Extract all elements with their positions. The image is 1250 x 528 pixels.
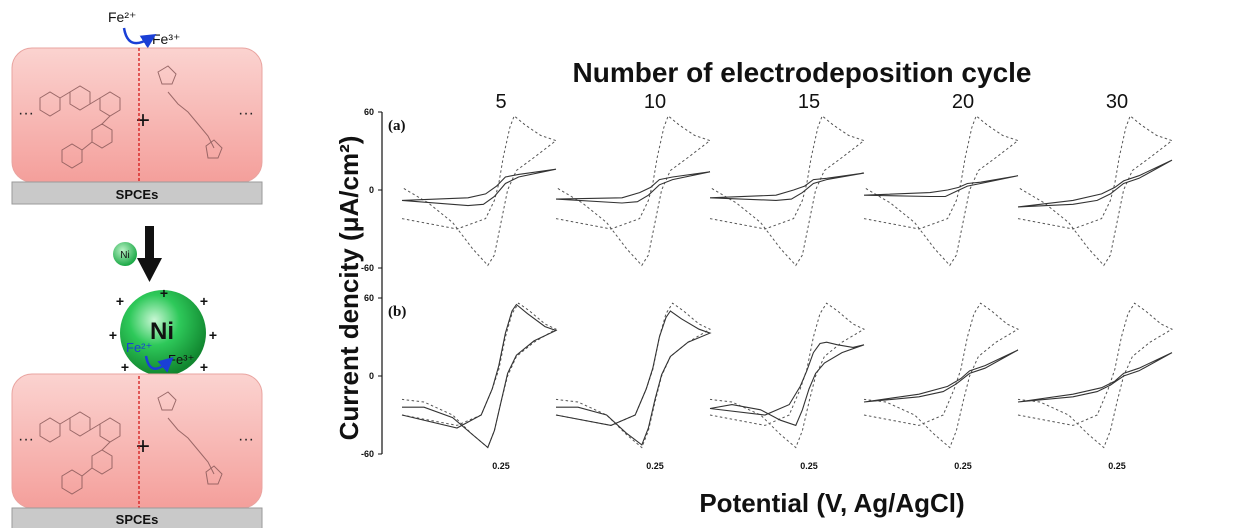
charge-plus: + xyxy=(200,359,208,375)
redox-arrow-icon xyxy=(122,27,157,49)
top-film-layer: ··· + ··· xyxy=(11,47,263,183)
cycle-label-30: 30 xyxy=(1106,91,1128,113)
molecule-structure-icon xyxy=(39,391,223,495)
x-tick-label: 0.25 xyxy=(492,461,510,471)
cv-series: (a) (b) xyxy=(388,115,1174,449)
plus-sign: + xyxy=(136,433,150,460)
reference-cv-dashed xyxy=(555,302,712,449)
sample-cv-solid xyxy=(555,171,711,204)
reference-cv-dashed xyxy=(401,302,558,449)
plus-sign: + xyxy=(136,107,150,134)
electrode-label: SPCEs xyxy=(116,512,159,527)
reference-cv-dashed xyxy=(1017,302,1174,449)
x-tick-label: 0.25 xyxy=(800,461,818,471)
cv-plot-cycle-20 xyxy=(863,115,1020,267)
cv-plot-cycle-5 xyxy=(401,302,558,449)
y-axis-label: Current dencity (μA/cm²) xyxy=(334,136,364,441)
charge-plus: + xyxy=(209,327,217,343)
reference-cv-dashed xyxy=(401,115,558,267)
sample-cv-solid xyxy=(863,175,1019,198)
sample-cv-solid xyxy=(863,349,1019,403)
charge-plus: + xyxy=(109,327,117,343)
y-tick-label: 60 xyxy=(364,107,374,117)
chart-title: Number of electrodeposition cycle xyxy=(573,57,1032,88)
bottom-electrode: SPCEs xyxy=(11,507,263,528)
y-tick-label: -60 xyxy=(361,263,374,273)
cycle-label-5: 5 xyxy=(495,91,506,113)
panel-label: (a) xyxy=(388,118,406,134)
charge-plus: + xyxy=(116,293,124,309)
cv-plot-cycle-30 xyxy=(1017,115,1174,267)
cv-plot-cycle-15 xyxy=(709,115,866,267)
y-tick-label: 60 xyxy=(364,293,374,303)
sensor-scheme: Fe²⁺ Fe³⁺ ··· + ··· SPCEs Ni xyxy=(11,9,263,528)
cycle-label-10: 10 xyxy=(644,91,666,113)
dots-left: ··· xyxy=(18,431,34,448)
cv-plot-cycle-10 xyxy=(555,302,712,449)
sample-cv-solid xyxy=(709,341,865,427)
reference-cv-dashed xyxy=(863,302,1020,449)
sample-cv-solid xyxy=(709,172,865,201)
dots-right: ··· xyxy=(238,105,254,122)
fe3-label: Fe³⁺ xyxy=(152,31,180,47)
sample-cv-solid xyxy=(1017,159,1173,208)
cv-plot-cycle-5 xyxy=(401,115,558,267)
charge-plus: + xyxy=(200,293,208,309)
molecule-structure-icon xyxy=(39,65,223,169)
cv-plot-cycle-30 xyxy=(1017,302,1174,449)
top-electrode: SPCEs xyxy=(11,181,263,205)
dots-left: ··· xyxy=(18,105,34,122)
cycle-labels: 5 10 15 20 30 xyxy=(495,91,1128,113)
sample-cv-solid xyxy=(401,303,558,449)
x-tick-label: 0.25 xyxy=(646,461,664,471)
reference-cv-dashed xyxy=(1017,115,1174,267)
ni-small-label: Ni xyxy=(120,250,129,261)
top-redox-couple: Fe²⁺ Fe³⁺ xyxy=(108,9,180,49)
reference-cv-dashed xyxy=(709,115,866,267)
y-tick-label: 0 xyxy=(369,185,374,195)
fe3-label-ni: Fe³⁺ xyxy=(168,352,194,367)
down-arrow-shaft xyxy=(145,226,154,260)
cv-plot-cycle-10 xyxy=(555,115,712,267)
cv-plot-cycle-15 xyxy=(709,302,866,449)
fe2-label: Fe²⁺ xyxy=(108,9,136,25)
x-tick-label: 0.25 xyxy=(954,461,972,471)
reference-cv-dashed xyxy=(555,115,712,267)
axes: 60 0 -60 60 0 -60 0.25 0.25 0.25 0.25 0.25 xyxy=(361,107,1126,471)
electrode-label: SPCEs xyxy=(116,187,159,202)
charge-plus: + xyxy=(160,285,168,301)
x-tick-label: 0.25 xyxy=(1108,461,1126,471)
cv-chart: Number of electrodeposition cycle 5 10 15 2… xyxy=(334,57,1174,518)
panel-label: (b) xyxy=(388,304,406,320)
ni-deposition-step: Ni xyxy=(113,226,162,282)
sample-cv-solid xyxy=(555,310,712,446)
x-axis-label: Potential (V, Ag/AgCl) xyxy=(699,488,964,518)
reference-cv-dashed xyxy=(863,115,1020,267)
fe2-label-ni: Fe²⁺ xyxy=(126,340,152,355)
redox-arrow-icon xyxy=(144,355,174,373)
cv-plot-cycle-20 xyxy=(863,302,1020,449)
bottom-film-layer: ··· + ··· xyxy=(11,373,263,509)
y-tick-label: 0 xyxy=(369,371,374,381)
y-tick-label: -60 xyxy=(361,449,374,459)
dots-right: ··· xyxy=(238,431,254,448)
down-arrow-icon xyxy=(137,258,162,282)
reference-cv-dashed xyxy=(709,302,866,449)
cycle-label-15: 15 xyxy=(798,91,820,113)
cycle-label-20: 20 xyxy=(952,91,974,113)
charge-plus: + xyxy=(121,359,129,375)
sample-cv-solid xyxy=(401,168,557,207)
ni-particle: Ni + + + + + + + Fe²⁺ Fe³⁺ xyxy=(109,285,217,376)
ni-big-label: Ni xyxy=(150,318,174,345)
sample-cv-solid xyxy=(1017,352,1173,403)
